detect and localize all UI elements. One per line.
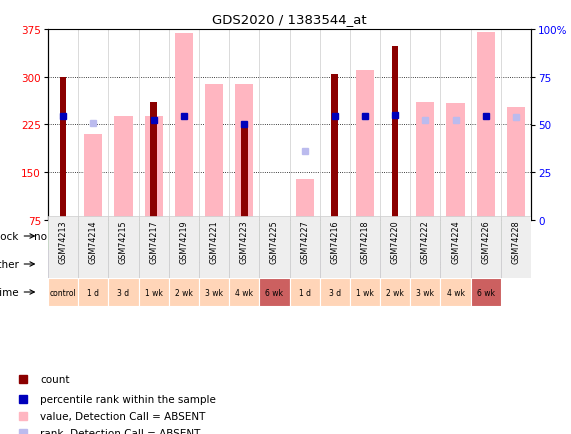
Bar xyxy=(392,47,399,220)
Bar xyxy=(501,217,531,278)
Text: 2 wk: 2 wk xyxy=(175,288,193,297)
Text: GSM74217: GSM74217 xyxy=(149,220,158,263)
Bar xyxy=(169,217,199,278)
Text: other: other xyxy=(0,260,19,270)
Title: GDS2020 / 1383544_at: GDS2020 / 1383544_at xyxy=(212,13,367,26)
Text: midshaft fracture: midshaft fracture xyxy=(259,231,350,241)
Bar xyxy=(108,217,139,278)
Text: 1 wk: 1 wk xyxy=(356,288,374,297)
Bar xyxy=(350,217,380,278)
Bar xyxy=(380,217,410,278)
Text: GSM74224: GSM74224 xyxy=(451,220,460,263)
Bar xyxy=(447,104,465,220)
Text: fractured femora: fractured femora xyxy=(381,260,470,270)
Text: 3 wk: 3 wk xyxy=(205,288,223,297)
Bar xyxy=(410,278,440,306)
Text: GSM74215: GSM74215 xyxy=(119,220,128,263)
Bar xyxy=(289,217,320,278)
Bar xyxy=(289,278,320,306)
Bar xyxy=(440,278,471,306)
Text: GSM74214: GSM74214 xyxy=(89,220,98,263)
Text: GSM74227: GSM74227 xyxy=(300,220,309,263)
Bar xyxy=(241,127,248,220)
Bar xyxy=(477,33,495,220)
Text: GSM74218: GSM74218 xyxy=(360,220,369,263)
Text: value, Detection Call = ABSENT: value, Detection Call = ABSENT xyxy=(40,411,206,421)
Bar xyxy=(356,71,374,220)
Bar xyxy=(229,217,259,278)
Bar xyxy=(410,217,440,278)
Bar xyxy=(229,278,259,306)
Text: GSM74221: GSM74221 xyxy=(210,220,219,263)
Bar xyxy=(350,278,380,306)
Text: percentile rank within the sample: percentile rank within the sample xyxy=(40,395,216,404)
Text: 1 d: 1 d xyxy=(87,288,99,297)
Text: GSM74223: GSM74223 xyxy=(240,220,249,263)
Bar xyxy=(320,278,350,306)
Bar xyxy=(199,217,229,278)
Bar xyxy=(235,85,254,220)
Bar xyxy=(139,217,169,278)
Bar xyxy=(507,108,525,220)
Bar xyxy=(48,250,320,278)
Bar xyxy=(320,217,350,278)
Bar xyxy=(144,117,163,220)
Bar xyxy=(150,103,157,220)
Text: 2 wk: 2 wk xyxy=(386,288,404,297)
Text: count: count xyxy=(40,374,70,384)
Bar xyxy=(78,217,108,278)
Text: 4 wk: 4 wk xyxy=(235,288,253,297)
Text: rank, Detection Call = ABSENT: rank, Detection Call = ABSENT xyxy=(40,428,200,434)
Text: GSM74226: GSM74226 xyxy=(481,220,490,263)
Text: 3 d: 3 d xyxy=(329,288,341,297)
Bar xyxy=(199,278,229,306)
Bar xyxy=(175,34,193,220)
Text: GSM74219: GSM74219 xyxy=(179,220,188,263)
Bar xyxy=(48,278,78,306)
Bar xyxy=(114,117,132,220)
Text: shock: shock xyxy=(0,231,19,241)
Bar xyxy=(78,278,108,306)
Text: 6 wk: 6 wk xyxy=(266,288,283,297)
Bar xyxy=(85,135,102,220)
Bar xyxy=(48,217,78,278)
Text: GSM74228: GSM74228 xyxy=(512,220,520,263)
Text: GSM74213: GSM74213 xyxy=(59,220,67,263)
Bar xyxy=(259,217,289,278)
Text: 3 d: 3 d xyxy=(118,288,130,297)
Bar xyxy=(259,278,289,306)
Text: GSM74222: GSM74222 xyxy=(421,220,430,263)
Text: 4 wk: 4 wk xyxy=(447,288,465,297)
Bar xyxy=(108,278,139,306)
Bar xyxy=(296,179,313,220)
Bar xyxy=(471,217,501,278)
Text: 6 wk: 6 wk xyxy=(477,288,494,297)
Text: control: control xyxy=(50,288,77,297)
Text: GSM74225: GSM74225 xyxy=(270,220,279,263)
Bar xyxy=(139,278,169,306)
Bar xyxy=(416,103,435,220)
Text: GSM74220: GSM74220 xyxy=(391,220,400,263)
Text: time: time xyxy=(0,287,19,297)
Text: intact femora: intact femora xyxy=(148,260,219,270)
Bar xyxy=(380,278,410,306)
Bar xyxy=(169,278,199,306)
Text: GSM74216: GSM74216 xyxy=(330,220,339,263)
Bar xyxy=(60,78,66,220)
Text: no fracture: no fracture xyxy=(34,231,92,241)
Bar xyxy=(205,85,223,220)
Bar xyxy=(471,278,501,306)
Bar xyxy=(48,223,78,250)
Text: 1 wk: 1 wk xyxy=(144,288,163,297)
Text: 3 wk: 3 wk xyxy=(416,288,435,297)
Bar xyxy=(331,74,338,220)
Bar xyxy=(440,217,471,278)
Text: 1 d: 1 d xyxy=(299,288,311,297)
Bar xyxy=(320,250,531,278)
